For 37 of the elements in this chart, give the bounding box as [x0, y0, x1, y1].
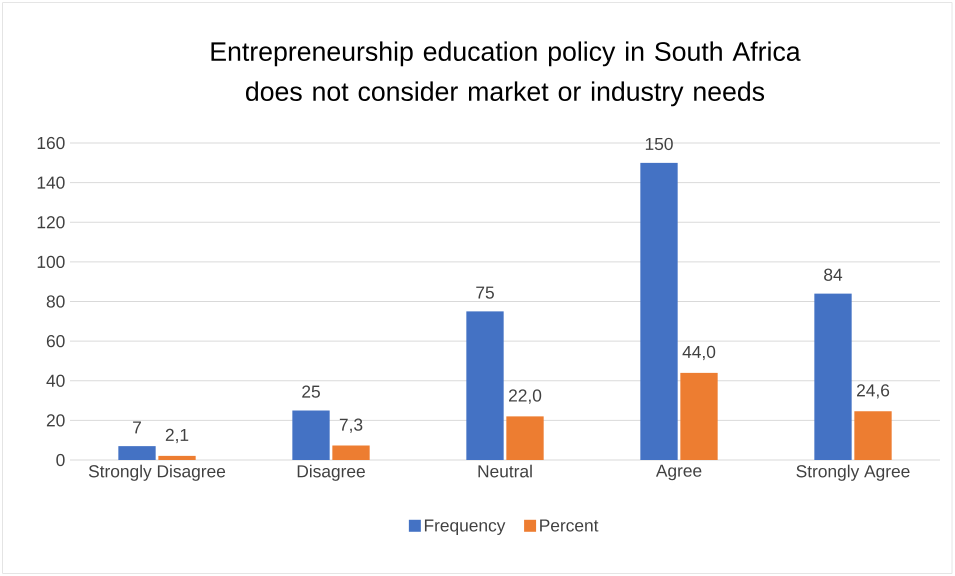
- bar: [640, 162, 678, 460]
- y-tick-label: 0: [56, 454, 65, 466]
- x-tick-label: Strongly Agree: [796, 464, 910, 481]
- y-tick-label: 100: [38, 256, 65, 268]
- data-label: 7: [133, 422, 141, 434]
- x-tick-label: Disagree: [298, 464, 365, 481]
- bar: [814, 294, 852, 460]
- data-label: 24,6: [857, 384, 890, 399]
- chart-title: Entrepreneurship education policy in South Africa does not consider market or industry needs: [211, 41, 801, 106]
- bar: [118, 446, 156, 460]
- x-tick-label: Agree: [656, 464, 702, 480]
- bar: [680, 372, 718, 460]
- data-label: 2,1: [166, 428, 188, 444]
- bar: [332, 446, 370, 460]
- y-tick-label: 160: [38, 136, 65, 150]
- data-label: 7,3: [340, 418, 362, 433]
- y-tick-label: 120: [38, 216, 65, 228]
- data-label: 22,0: [509, 389, 542, 404]
- data-label: 150: [646, 138, 673, 150]
- data-label: 25: [302, 385, 320, 398]
- bar: [292, 410, 330, 460]
- bar: [466, 311, 504, 460]
- y-tick-label: 60: [46, 334, 65, 348]
- bar: [854, 411, 892, 460]
- y-tick-label: 80: [46, 295, 65, 308]
- x-tick-label: Strongly Disagree: [88, 464, 226, 481]
- x-tick-label: Neutral: [478, 464, 532, 478]
- y-tick-label: 20: [46, 414, 65, 427]
- legend-label: Percent: [540, 519, 598, 532]
- legend-label: Frequency: [424, 519, 506, 536]
- bar: [506, 416, 544, 460]
- bar: [158, 456, 196, 460]
- y-tick-label: 140: [38, 176, 65, 189]
- data-label: 44,0: [682, 346, 716, 360]
- data-label: 75: [476, 286, 494, 299]
- y-tick-label: 40: [46, 374, 65, 387]
- data-label: 84: [824, 268, 842, 281]
